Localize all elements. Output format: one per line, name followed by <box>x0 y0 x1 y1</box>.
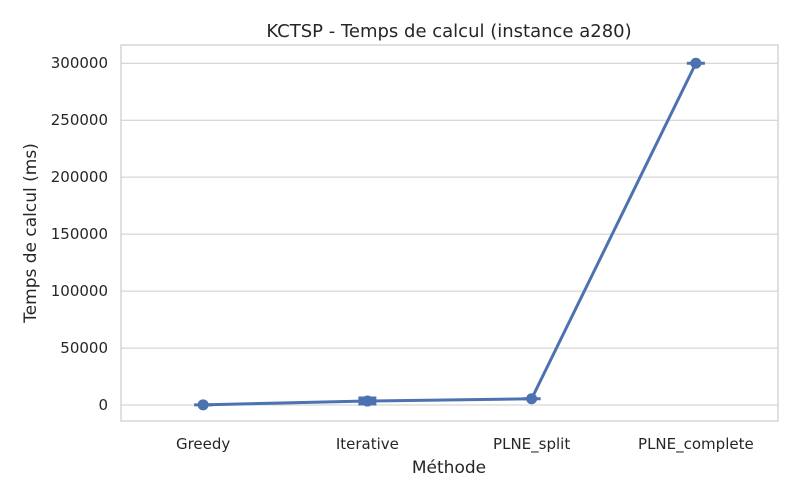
y-tick-labels: 0 50000 100000 150000 200000 250000 300000 <box>51 54 108 414</box>
x-tick-labels: Greedy Iterative PLNE_split PLNE_complete <box>176 435 754 454</box>
series-layer <box>194 57 705 411</box>
data-point <box>361 395 373 407</box>
x-tick-label: PLNE_split <box>493 435 570 454</box>
data-point <box>690 57 702 69</box>
x-tick-label: PLNE_complete <box>638 435 754 454</box>
series-line <box>201 61 698 407</box>
y-tick-label: 200000 <box>51 168 108 186</box>
x-axis-label: Méthode <box>412 458 486 478</box>
y-tick-label: 150000 <box>51 225 108 243</box>
x-tick-label: Greedy <box>176 435 230 453</box>
y-tick-label: 50000 <box>60 339 108 357</box>
data-point <box>197 399 209 411</box>
plot-frame <box>120 44 779 422</box>
y-axis-label: Temps de calcul (ms) <box>21 143 41 324</box>
chart-title: KCTSP - Temps de calcul (instance a280) <box>266 21 631 42</box>
x-tick-label: Iterative <box>336 435 399 453</box>
y-tick-label: 300000 <box>51 54 108 72</box>
y-tick-label: 100000 <box>51 282 108 300</box>
y-tick-label: 0 <box>98 396 108 414</box>
grid-lines <box>121 62 778 406</box>
data-point <box>526 393 538 405</box>
y-tick-label: 250000 <box>51 111 108 129</box>
